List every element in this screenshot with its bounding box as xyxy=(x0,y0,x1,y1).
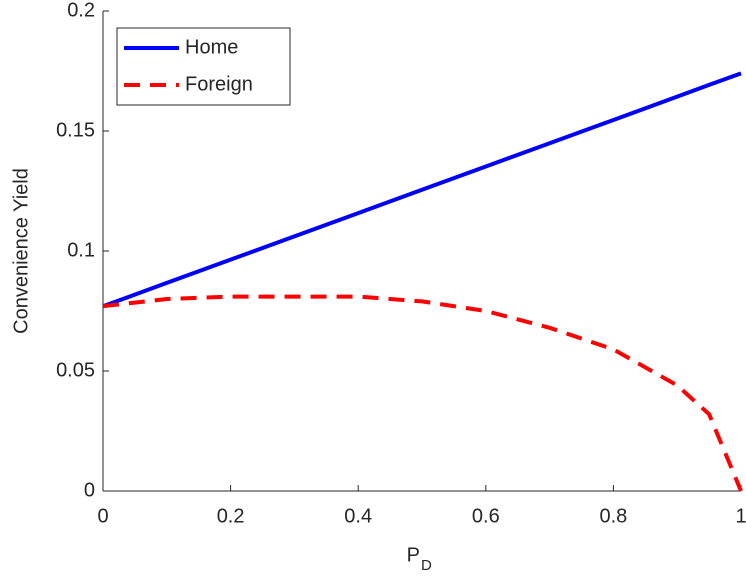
x-tick-label: 1 xyxy=(735,505,746,527)
y-tick-label: 0 xyxy=(84,479,95,501)
x-tick-label: 0.4 xyxy=(344,505,372,527)
x-axis-label: P xyxy=(407,544,420,566)
y-tick-label: 0.1 xyxy=(67,239,95,261)
x-tick-label: 0.8 xyxy=(599,505,627,527)
x-tick-label: 0 xyxy=(97,505,108,527)
x-tick-label: 0.2 xyxy=(217,505,245,527)
y-tick-label: 0.05 xyxy=(56,359,95,381)
y-tick-label: 0.15 xyxy=(56,119,95,141)
legend-label: Foreign xyxy=(185,73,253,95)
y-tick-label: 0.2 xyxy=(67,0,95,21)
series-line xyxy=(102,71,742,309)
x-axis-label-subscript: D xyxy=(421,557,432,574)
series-line xyxy=(102,294,743,492)
y-axis-label: Convenience Yield xyxy=(10,168,32,334)
legend-box xyxy=(116,27,291,106)
x-tick-label: 0.6 xyxy=(472,505,500,527)
legend-label: Home xyxy=(185,36,238,58)
